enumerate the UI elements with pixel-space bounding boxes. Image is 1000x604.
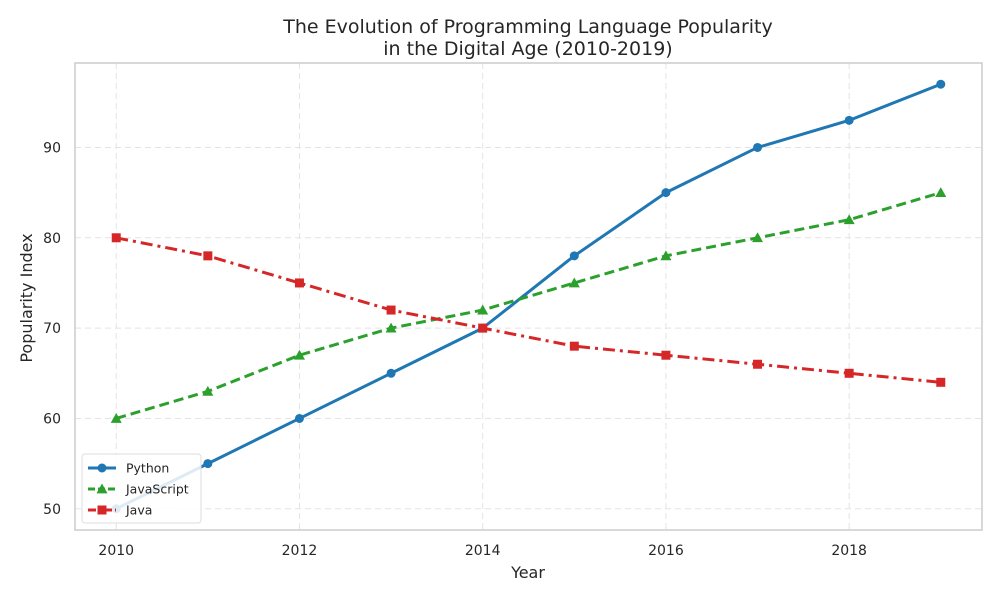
legend-box xyxy=(81,453,202,524)
data-point-python xyxy=(844,115,854,125)
grid xyxy=(75,63,982,530)
legend-item-java: Java xyxy=(88,503,152,518)
series-line-python xyxy=(115,82,942,511)
series-layer xyxy=(110,79,947,514)
data-point-python xyxy=(936,79,946,89)
legend-item-javascript: JavaScript xyxy=(88,482,189,497)
chart-title-line2: in the Digital Age (2010-2019) xyxy=(383,38,672,60)
series-javascript xyxy=(110,187,947,423)
series-java xyxy=(111,233,946,387)
y-tick-label: 90 xyxy=(43,140,61,156)
plot-frame xyxy=(74,62,983,531)
x-axis-label: Year xyxy=(510,563,545,582)
data-point-javascript xyxy=(752,232,764,243)
series-python xyxy=(111,79,946,514)
data-point-python xyxy=(569,251,579,261)
data-point-java xyxy=(661,350,671,360)
data-point-javascript xyxy=(110,412,122,423)
data-point-java xyxy=(203,251,213,261)
data-point-java xyxy=(569,341,579,351)
data-point-java xyxy=(111,233,121,243)
x-tick-label: 2010 xyxy=(98,543,134,559)
legend-item-python: Python xyxy=(88,461,169,476)
data-point-javascript xyxy=(660,250,672,261)
data-point-javascript xyxy=(568,277,580,288)
data-point-python xyxy=(294,413,304,423)
series-line-javascript xyxy=(115,191,942,420)
data-point-java xyxy=(478,323,488,333)
legend-label: Python xyxy=(126,461,169,476)
data-point-java xyxy=(753,359,763,369)
data-point-python xyxy=(386,368,396,378)
y-tick-label: 70 xyxy=(43,321,61,337)
data-point-java xyxy=(844,368,854,378)
legend-marker xyxy=(97,505,107,515)
y-tick-label: 60 xyxy=(43,411,61,427)
series-line-java xyxy=(115,236,941,384)
data-point-javascript xyxy=(202,385,214,396)
x-tick-label: 2018 xyxy=(831,543,867,559)
data-point-java xyxy=(936,377,946,387)
legend-label: Java xyxy=(125,503,152,518)
legend-label: JavaScript xyxy=(125,482,189,497)
chart-title-line1: The Evolution of Programming Language Po… xyxy=(282,16,772,38)
data-point-java xyxy=(294,278,304,288)
legend: Python JavaScript Java xyxy=(81,453,202,524)
x-tick-label: 2016 xyxy=(648,543,684,559)
data-point-javascript xyxy=(293,349,305,360)
data-point-javascript xyxy=(477,304,489,315)
x-tick-label: 2014 xyxy=(465,543,501,559)
x-tick-label: 2012 xyxy=(282,543,318,559)
x-axis-ticks: 2010 2012 2014 2016 2018 xyxy=(98,543,867,559)
data-point-javascript xyxy=(385,322,397,333)
legend-marker xyxy=(96,483,108,494)
data-point-javascript xyxy=(935,187,947,198)
data-point-javascript xyxy=(843,214,855,225)
y-axis-ticks: 50 60 70 80 90 xyxy=(43,140,61,517)
data-point-python xyxy=(753,142,763,152)
y-axis-label: Popularity Index xyxy=(17,233,36,362)
y-tick-label: 50 xyxy=(43,502,61,518)
data-point-python xyxy=(203,459,213,469)
legend-marker xyxy=(97,463,107,473)
data-point-java xyxy=(386,305,396,315)
data-point-python xyxy=(661,188,671,198)
y-tick-label: 80 xyxy=(43,231,61,247)
